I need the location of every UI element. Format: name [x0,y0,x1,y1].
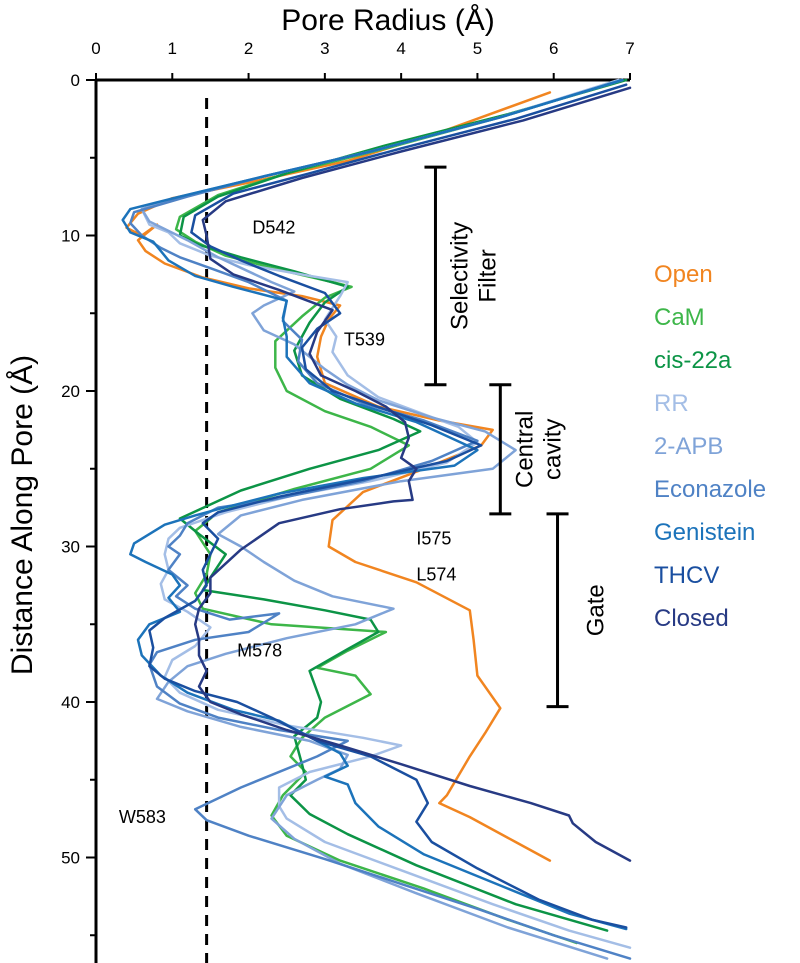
series-lines [121,78,632,960]
y-tick-label: 30 [61,538,80,557]
legend-entry: Genistein [654,519,755,546]
x-axis-title: Pore Radius (Å) [281,4,494,37]
series-line-2-apb [140,78,624,960]
region-brackets: Selectivity Filter Central cavity Gate [424,165,610,709]
y-axis-ticks: 0 10 20 30 40 50 [61,71,96,937]
residue-label: D542 [252,218,295,238]
x-tick-label: 6 [549,39,558,58]
legend-entry: Econazole [654,476,766,503]
bracket-label-group: Gate [583,584,610,636]
residue-label: L574 [416,564,456,584]
legend-entry: RR [654,390,689,417]
x-tick-label: 2 [244,39,253,58]
series-line-cis-22a [178,78,628,932]
legend-entry: THCV [654,562,719,589]
bracket-label: Gate [583,584,610,636]
residue-label: M578 [237,641,282,661]
residue-label: W583 [119,807,166,827]
series-line-econazole [129,78,632,960]
legend-entry: cis-22a [654,347,732,374]
y-tick-label: 10 [61,227,80,246]
x-tick-label: 3 [320,39,329,58]
legend-entry: CaM [654,304,705,331]
x-tick-label: 1 [168,39,177,58]
x-tick-label: 7 [625,39,634,58]
bracket-label-group: Selectivity Filter [446,222,501,330]
legend-entry: Open [654,261,713,288]
legend-entry: 2-APB [654,433,723,460]
bracket-label: Central [511,411,538,488]
series-line-thcv [148,83,628,929]
residue-label: I575 [416,529,451,549]
bracket-label: Filter [474,249,501,302]
series-line-genistein [121,78,628,931]
residue-annotations: D542 T539 I575 L574 M578 W583 [119,218,457,827]
y-tick-label: 0 [71,71,80,90]
y-tick-label: 50 [61,849,80,868]
legend-entry: Closed [654,605,729,632]
y-axis-title: Distance Along Pore (Å) [6,355,39,675]
series-line-rr [140,78,632,949]
x-axis-ticks: 0 1 2 3 4 5 6 7 [91,39,635,80]
x-tick-label: 4 [396,39,405,58]
residue-label: T539 [344,330,385,350]
y-tick-label: 20 [61,382,80,401]
series-line-closed [193,86,632,862]
legend: Open CaM cis-22a RR 2-APB Econazole Genistein T… [654,261,766,632]
series-line-cam [174,78,624,945]
bracket-label: Selectivity [446,222,473,330]
x-tick-label: 5 [473,39,482,58]
bracket-label-group: Central cavity [511,411,566,488]
x-tick-label: 0 [91,39,100,58]
y-tick-label: 40 [61,693,80,712]
bracket-label: cavity [539,419,566,480]
